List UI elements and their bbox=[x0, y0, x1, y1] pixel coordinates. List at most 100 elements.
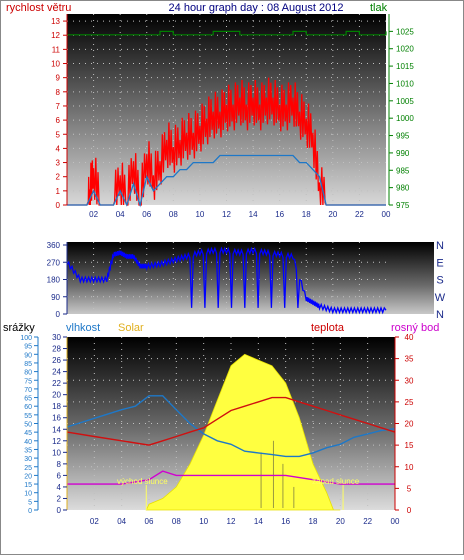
wind-tick-label: 5 bbox=[56, 130, 61, 139]
wind-tick-label: 10 bbox=[51, 60, 60, 69]
compass-label: E bbox=[436, 257, 443, 269]
time-tick-label: 08 bbox=[169, 210, 178, 219]
pressure-tick-label: 1005 bbox=[396, 97, 414, 106]
time-tick-label: 06 bbox=[142, 210, 151, 219]
solar-tick-label: 26 bbox=[52, 356, 61, 365]
wind-speed-line bbox=[67, 77, 386, 206]
rain-tick-label: 30 bbox=[24, 456, 32, 463]
temperature-tick-label: 10 bbox=[405, 463, 414, 472]
time-tick-label: 20 bbox=[328, 210, 337, 219]
rain-tick-label: 100 bbox=[20, 335, 32, 342]
rain-tick-label: 45 bbox=[24, 430, 32, 437]
solar-area bbox=[145, 353, 341, 511]
pressure-title: tlak bbox=[370, 2, 388, 14]
direction-panel-bg bbox=[67, 242, 434, 314]
time-tick-label: 18 bbox=[302, 210, 311, 219]
direction-tick-label: 0 bbox=[56, 310, 61, 319]
compass-label: W bbox=[435, 292, 446, 304]
temperature-tick-label: 30 bbox=[405, 376, 414, 385]
rain-tick-label: 60 bbox=[24, 404, 32, 411]
compass-label: N bbox=[436, 240, 444, 252]
rain-tick-label: 0 bbox=[28, 508, 32, 515]
temperature-line bbox=[66, 396, 396, 446]
temperature-tick-label: 20 bbox=[405, 420, 414, 429]
pressure-tick-label: 980 bbox=[396, 184, 410, 193]
solar-tick-label: 16 bbox=[52, 414, 61, 423]
rain-tick-label: 10 bbox=[24, 491, 32, 498]
pressure-tick-label: 985 bbox=[396, 166, 410, 175]
wind-speed-title: rychlost větru bbox=[6, 2, 71, 14]
direction-tick-label: 90 bbox=[51, 293, 60, 302]
solar-tick-label: 28 bbox=[52, 345, 61, 354]
humidity-label: vlhkost bbox=[66, 322, 100, 334]
pressure-tick-label: 1025 bbox=[396, 27, 414, 36]
rain-tick-label: 90 bbox=[24, 352, 32, 359]
wind-tick-label: 8 bbox=[56, 88, 61, 97]
solar-tick-label: 6 bbox=[57, 471, 62, 480]
rain-tick-label: 20 bbox=[24, 473, 32, 480]
temperature-tick-label: 40 bbox=[405, 333, 414, 342]
pressure-tick-label: 1015 bbox=[396, 62, 414, 71]
solar-tick-label: 10 bbox=[52, 448, 61, 457]
pressure-tick-label: 975 bbox=[396, 201, 410, 210]
pressure-tick-label: 1010 bbox=[396, 79, 414, 88]
time-tick-label: 22 bbox=[355, 210, 364, 219]
time-tick-label: 02 bbox=[89, 210, 98, 219]
time-tick-label: 06 bbox=[145, 517, 154, 526]
solar-tick-label: 2 bbox=[57, 494, 62, 503]
sunrise-label: východ slunce bbox=[117, 477, 168, 486]
time-tick-label: 14 bbox=[249, 210, 258, 219]
wind-tick-label: 9 bbox=[56, 74, 61, 83]
rain-tick-label: 80 bbox=[24, 370, 32, 377]
dewpoint-label: rosný bod bbox=[391, 322, 439, 334]
time-tick-label: 12 bbox=[222, 210, 231, 219]
time-tick-label: 14 bbox=[254, 517, 263, 526]
wind-tick-label: 4 bbox=[56, 144, 61, 153]
time-tick-label: 10 bbox=[195, 210, 204, 219]
sunset-label: západ slunce bbox=[312, 477, 360, 486]
solar-tick-label: 14 bbox=[52, 425, 61, 434]
direction-tick-label: 360 bbox=[47, 241, 61, 250]
rain-tick-label: 70 bbox=[24, 387, 32, 394]
temperature-tick-label: 25 bbox=[405, 398, 414, 407]
wind-tick-label: 7 bbox=[56, 102, 61, 111]
wind-tick-label: 13 bbox=[51, 17, 60, 26]
rain-tick-label: 25 bbox=[24, 465, 32, 472]
solar-tick-label: 30 bbox=[52, 333, 61, 342]
time-tick-label: 10 bbox=[199, 517, 208, 526]
rain-tick-label: 55 bbox=[24, 413, 32, 420]
solar-tick-label: 18 bbox=[52, 402, 61, 411]
rain-tick-label: 85 bbox=[24, 361, 32, 368]
rain-tick-label: 15 bbox=[24, 482, 32, 489]
dewpoint-line bbox=[67, 470, 395, 485]
wind-tick-label: 2 bbox=[56, 173, 61, 182]
wind-tick-label: 3 bbox=[56, 159, 61, 168]
time-tick-label: 00 bbox=[391, 517, 400, 526]
temperature-tick-label: 0 bbox=[407, 506, 412, 515]
wind-tick-label: 11 bbox=[52, 45, 61, 54]
humidity-line bbox=[66, 395, 396, 458]
solar-tick-label: 24 bbox=[52, 368, 61, 377]
wind-tick-label: 1 bbox=[56, 187, 61, 196]
solar-tick-label: 0 bbox=[57, 506, 62, 515]
solar-tick-label: 8 bbox=[57, 460, 62, 469]
temperature-tick-label: 35 bbox=[405, 355, 414, 364]
solar-tick-label: 12 bbox=[52, 437, 61, 446]
rain-tick-label: 35 bbox=[24, 447, 32, 454]
compass-label: N bbox=[436, 309, 444, 321]
time-tick-label: 22 bbox=[363, 517, 372, 526]
rain-tick-label: 50 bbox=[24, 422, 32, 429]
time-tick-label: 12 bbox=[227, 517, 236, 526]
temperature-label: teplota bbox=[311, 322, 345, 334]
time-tick-label: 00 bbox=[382, 210, 391, 219]
pressure-tick-label: 1020 bbox=[396, 45, 414, 54]
time-tick-label: 20 bbox=[336, 517, 345, 526]
rain-tick-label: 65 bbox=[24, 396, 32, 403]
rain-tick-label: 75 bbox=[24, 378, 32, 385]
wind-tick-label: 6 bbox=[56, 116, 61, 125]
pressure-tick-label: 990 bbox=[396, 149, 410, 158]
time-tick-label: 18 bbox=[309, 517, 318, 526]
compass-label: S bbox=[436, 275, 443, 287]
